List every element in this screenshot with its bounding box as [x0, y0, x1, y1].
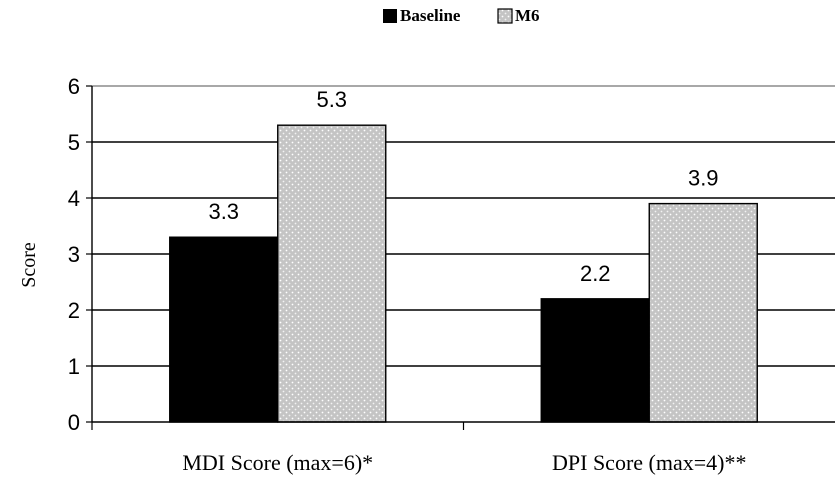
legend-swatch-m6 [497, 8, 513, 24]
axes [86, 85, 835, 430]
y-tick-label: 1 [68, 354, 80, 379]
y-tick-label: 6 [68, 74, 80, 99]
x-category-label: MDI Score (max=6)* [182, 450, 373, 475]
y-tick-label: 2 [68, 298, 80, 323]
x-category-label: DPI Score (max=4)** [552, 450, 746, 475]
bar-m6-1 [648, 202, 758, 423]
legend-swatch-baseline [383, 9, 397, 23]
bar-m6-0 [277, 124, 387, 423]
data-label: 2.2 [580, 261, 611, 286]
bar-baseline-1 [540, 298, 650, 423]
labels: 0 1 2 3 4 5 6 3.3 5.3 MDI Score (max=6)* 2.2 3.9 DPI… [68, 74, 747, 475]
y-tick-label: 0 [68, 410, 80, 435]
data-label: 3.3 [208, 199, 239, 224]
legend-label-m6: M6 [515, 6, 540, 25]
bars [169, 124, 758, 423]
y-tick-label: 3 [68, 242, 80, 267]
y-tick-label: 4 [68, 186, 80, 211]
legend: Baseline M6 [383, 6, 540, 25]
legend-label-baseline: Baseline [400, 6, 461, 25]
y-axis-title: Score [18, 242, 40, 288]
bar-baseline-0 [169, 236, 279, 423]
data-label: 3.9 [688, 166, 719, 191]
data-label: 5.3 [316, 87, 347, 112]
y-tick-label: 5 [68, 130, 80, 155]
